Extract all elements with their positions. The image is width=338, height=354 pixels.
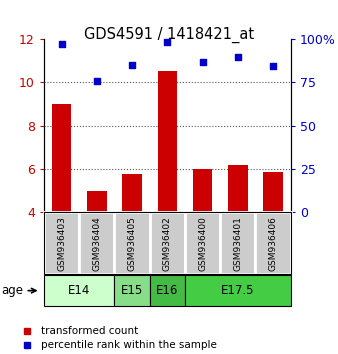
- Bar: [79, 212, 115, 274]
- Bar: [44, 275, 115, 306]
- Bar: [220, 212, 256, 274]
- Bar: [52, 104, 71, 212]
- Text: GSM936402: GSM936402: [163, 216, 172, 271]
- Text: E16: E16: [156, 284, 178, 297]
- Text: GSM936404: GSM936404: [92, 216, 101, 271]
- Bar: [185, 275, 291, 306]
- Bar: [263, 172, 283, 212]
- Point: [270, 63, 276, 69]
- Bar: [185, 212, 220, 274]
- Point: [94, 78, 99, 84]
- Point: [59, 41, 64, 47]
- Text: GSM936403: GSM936403: [57, 216, 66, 271]
- Text: age: age: [2, 284, 24, 297]
- Point: [165, 39, 170, 45]
- Bar: [150, 275, 185, 306]
- Bar: [228, 165, 247, 212]
- Bar: [193, 169, 212, 212]
- Text: GDS4591 / 1418421_at: GDS4591 / 1418421_at: [84, 27, 254, 43]
- Bar: [256, 212, 291, 274]
- Text: E17.5: E17.5: [221, 284, 255, 297]
- Point: [200, 59, 205, 64]
- Bar: [87, 191, 106, 212]
- Bar: [158, 72, 177, 212]
- Bar: [115, 275, 150, 306]
- Bar: [150, 212, 185, 274]
- Point: [235, 55, 241, 60]
- Text: E15: E15: [121, 284, 143, 297]
- Text: GSM936401: GSM936401: [233, 216, 242, 271]
- Text: E14: E14: [68, 284, 90, 297]
- Bar: [122, 175, 142, 212]
- Point: [129, 62, 135, 68]
- Text: GSM936405: GSM936405: [127, 216, 137, 271]
- Text: percentile rank within the sample: percentile rank within the sample: [41, 340, 216, 350]
- Text: transformed count: transformed count: [41, 326, 138, 336]
- Bar: [44, 212, 79, 274]
- Text: GSM936406: GSM936406: [269, 216, 277, 271]
- Text: GSM936400: GSM936400: [198, 216, 207, 271]
- Bar: [115, 212, 150, 274]
